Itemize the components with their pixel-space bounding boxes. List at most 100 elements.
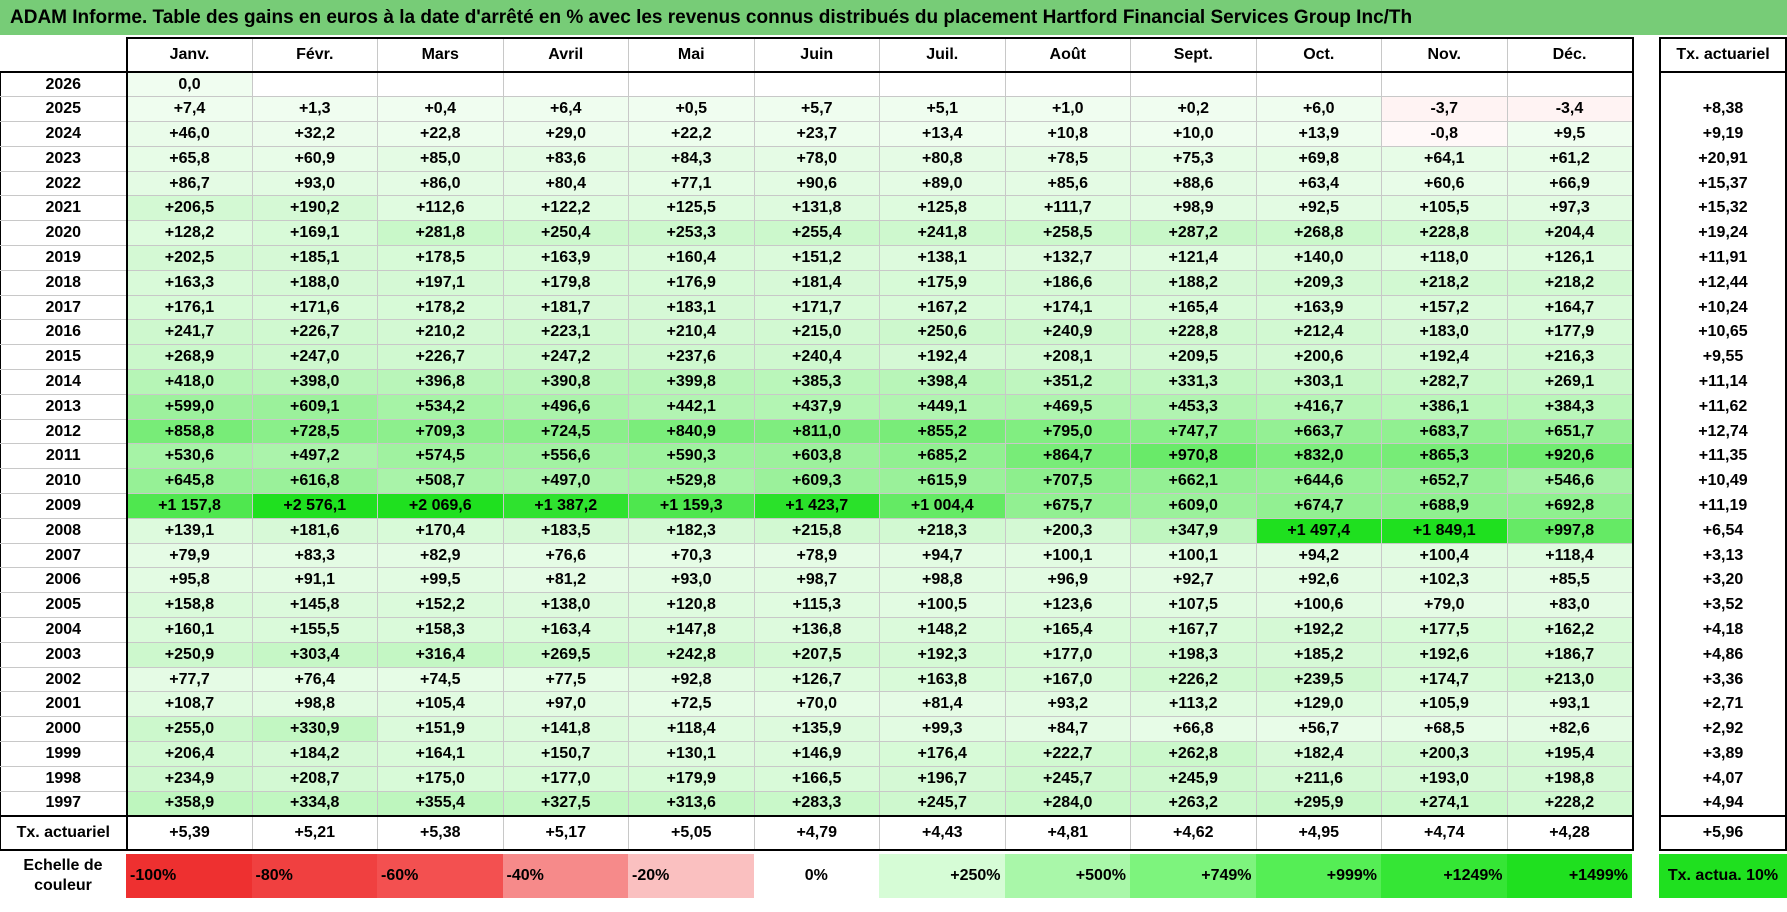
gain-cell: +724,5 <box>502 418 629 445</box>
rate-cell: +12,44 <box>1659 270 1787 296</box>
legend-swatch: +1499% <box>1506 854 1632 898</box>
gain-cell: +795,0 <box>1004 418 1131 445</box>
gain-cell: +1 004,4 <box>879 493 1006 519</box>
gain-cell: +80,8 <box>879 145 1006 172</box>
rate-cell: +3,20 <box>1659 567 1787 593</box>
legend-rate-cell: Tx. actua. 10% <box>1659 854 1787 898</box>
gain-cell: -0,8 <box>1381 121 1508 147</box>
gain-cell: +242,8 <box>628 641 755 668</box>
gain-cell: +167,2 <box>879 294 1006 321</box>
gain-cell: +355,4 <box>377 790 504 817</box>
gain-cell: +418,0 <box>126 369 253 395</box>
gain-cell: +99,5 <box>377 567 504 594</box>
gain-cell: +416,7 <box>1255 393 1382 420</box>
table-row: 2015 +268,9 +247,0 +226,7 +247,2 +237,6 +240,4… <box>0 344 1634 371</box>
gain-cell: +121,4 <box>1130 245 1257 271</box>
gain-cell: +437,9 <box>753 393 880 420</box>
gain-cell: +76,4 <box>251 666 378 693</box>
footer-rate-cell: +5,21 <box>251 814 378 851</box>
gain-cell: +174,1 <box>1004 294 1131 321</box>
gain-cell: +163,3 <box>126 269 253 296</box>
gain-cell: +66,9 <box>1506 170 1634 197</box>
gain-cell: +652,7 <box>1381 468 1508 495</box>
rate-cell: +15,37 <box>1659 171 1787 196</box>
month-header: Mai <box>628 37 755 73</box>
table-row: 2005 +158,8 +145,8 +152,2 +138,0 +120,8 +115,3… <box>0 592 1634 619</box>
gain-cell: +295,9 <box>1255 790 1382 817</box>
gain-cell: +331,3 <box>1130 369 1257 395</box>
gain-cell: +253,3 <box>628 220 755 247</box>
gain-cell: +170,4 <box>377 517 504 544</box>
gain-cell: +268,9 <box>126 344 253 371</box>
rate-cell <box>1659 72 1787 97</box>
gain-cell: +209,5 <box>1130 344 1257 371</box>
year-label: 1999 <box>0 741 128 767</box>
gain-cell: +347,9 <box>1130 517 1257 544</box>
gain-cell: +313,6 <box>628 790 755 817</box>
legend-swatch: -20% <box>628 854 754 898</box>
rate-header: Tx. actuariel <box>1659 37 1787 73</box>
gain-cell: +1 497,4 <box>1255 517 1382 544</box>
gain-cell: +284,0 <box>1004 790 1131 817</box>
gain-cell: +79,9 <box>126 542 253 569</box>
gain-cell: +0,5 <box>628 96 755 123</box>
rate-cell: +9,19 <box>1659 121 1787 147</box>
year-label: 2019 <box>0 245 128 271</box>
gain-cell: +685,2 <box>879 443 1006 470</box>
gain-cell: +469,5 <box>1004 393 1131 420</box>
gain-cell: +1 157,8 <box>126 493 253 519</box>
gain-cell: +255,0 <box>126 716 253 743</box>
rate-cell: +19,24 <box>1659 220 1787 246</box>
year-label: 1998 <box>0 765 128 792</box>
gain-cell: +131,8 <box>753 195 880 222</box>
gain-cell: +675,7 <box>1004 493 1131 519</box>
gain-cell: +112,6 <box>377 195 504 222</box>
legend-swatch: -60% <box>377 854 503 898</box>
gain-cell: +158,8 <box>126 592 253 619</box>
footer-rate-cell: +4,28 <box>1506 814 1634 851</box>
rate-column-table: Tx. actuariel +8,38 +9,19 +20,91 +15,37 +15,3… <box>1659 37 1787 851</box>
gain-cell: +615,9 <box>879 468 1006 495</box>
gain-cell: +151,2 <box>753 245 880 271</box>
gain-cell: +167,0 <box>1004 666 1131 693</box>
year-label: 2003 <box>0 641 128 668</box>
gain-cell: +7,4 <box>126 96 253 123</box>
table-row: 2008 +139,1 +181,6 +170,4 +183,5 +182,3 +215,8… <box>0 517 1634 544</box>
table-row: 2001 +108,7 +98,8 +105,4 +97,0 +72,5 +70,0 +81,… <box>0 691 1634 718</box>
rate-cell: +9,55 <box>1659 344 1787 370</box>
gain-cell: +241,8 <box>879 220 1006 247</box>
gain-cell: +147,8 <box>628 617 755 643</box>
table-row: 2009 +1 157,8 +2 576,1 +2 069,6 +1 387,2 +1 1… <box>0 493 1634 519</box>
gain-cell: +150,7 <box>502 741 629 767</box>
gain-cell: +179,9 <box>628 765 755 792</box>
gain-cell: +212,4 <box>1255 319 1382 346</box>
rate-cell: +2,71 <box>1659 691 1787 717</box>
year-label: 2010 <box>0 468 128 495</box>
gain-cell: +188,0 <box>251 269 378 296</box>
gain-cell: +185,1 <box>251 245 378 271</box>
legend-swatch: +1249% <box>1381 854 1507 898</box>
rate-cell: +3,13 <box>1659 543 1787 568</box>
rate-cell: +4,94 <box>1659 791 1787 816</box>
gain-cell: +95,8 <box>126 567 253 594</box>
gain-cell: +32,2 <box>251 121 378 147</box>
gain-cell: +83,3 <box>251 542 378 569</box>
gain-cell: +213,0 <box>1506 666 1634 693</box>
gain-cell: +92,8 <box>628 666 755 693</box>
rate-cell: +11,35 <box>1659 443 1787 469</box>
gain-cell: +90,6 <box>753 170 880 197</box>
gain-cell: +920,6 <box>1506 443 1634 470</box>
gain-cell: +1 159,3 <box>628 493 755 519</box>
table-row: 2004 +160,1 +155,5 +158,3 +163,4 +147,8 +136,8… <box>0 617 1634 643</box>
gain-cell: +0,4 <box>377 96 504 123</box>
gain-cell: +215,8 <box>753 517 880 544</box>
gain-cell: +169,1 <box>251 220 378 247</box>
gain-cell: +78,0 <box>753 145 880 172</box>
page-title: ADAM Informe. Table des gains en euros à… <box>0 0 1787 35</box>
gain-cell: +269,5 <box>502 641 629 668</box>
gain-cell: +148,2 <box>879 617 1006 643</box>
year-label: 2004 <box>0 617 128 643</box>
rate-cell: +3,89 <box>1659 741 1787 767</box>
gain-cell: +163,4 <box>502 617 629 643</box>
gain-cell: +167,7 <box>1130 617 1257 643</box>
